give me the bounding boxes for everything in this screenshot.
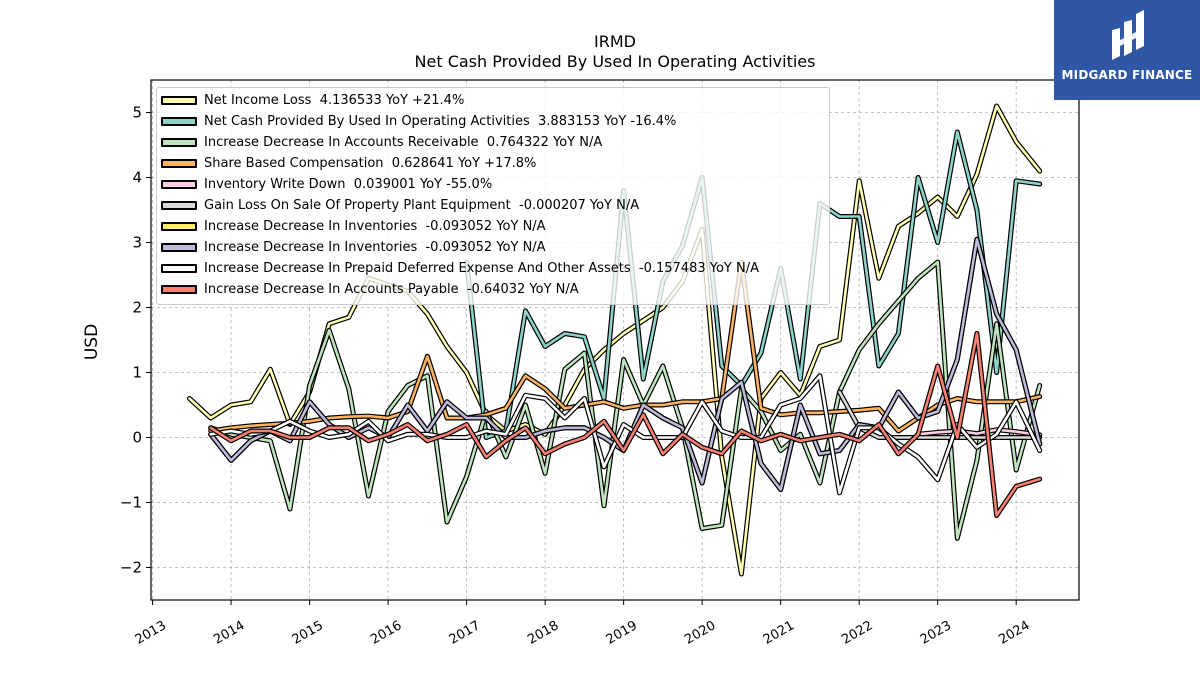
x-tick-label: 2019	[604, 618, 640, 648]
x-tick-label: 2016	[368, 618, 404, 648]
x-tick-label: 2021	[761, 618, 797, 648]
brand-logo: MIDGARD FINANCE	[1054, 0, 1200, 100]
legend-label: Increase Decrease In Accounts Payable -0…	[204, 281, 579, 297]
series-line	[464, 129, 1043, 440]
legend-label: Increase Decrease In Prepaid Deferred Ex…	[204, 260, 759, 276]
series-path	[209, 332, 1041, 517]
legend-swatch	[161, 284, 197, 294]
y-tick-label: 4	[132, 169, 142, 187]
logo-mark-icon	[1112, 10, 1144, 60]
x-tick-label: 2022	[839, 618, 875, 648]
legend: Net Income Loss 4.136533 YoY +21.4% Net …	[156, 87, 830, 305]
x-tick-label: 2015	[290, 618, 326, 648]
legend-item: Increase Decrease In Accounts Payable -0…	[161, 279, 579, 299]
series-path	[209, 260, 1041, 433]
x-tick-label: 2014	[211, 618, 247, 648]
series-path	[916, 428, 1041, 437]
y-tick-label: −1	[120, 494, 142, 512]
series-path	[838, 390, 1041, 439]
y-tick-label: 1	[132, 364, 142, 382]
series-path	[188, 104, 1041, 576]
axes-frame	[150, 79, 1080, 601]
x-tick-label: 2020	[682, 618, 718, 648]
legend-item: Increase Decrease In Inventories -0.0930…	[161, 237, 546, 257]
legend-swatch	[161, 263, 197, 273]
legend-item: Net Cash Provided By Used In Operating A…	[161, 111, 676, 131]
legend-item: Net Income Loss 4.136533 YoY +21.4%	[161, 90, 464, 110]
legend-item: Increase Decrease In Prepaid Deferred Ex…	[161, 258, 759, 278]
legend-swatch	[161, 221, 197, 231]
series-layer	[187, 103, 1043, 577]
x-tick-label: 2018	[525, 618, 561, 648]
legend-swatch	[161, 179, 197, 189]
series-line	[208, 373, 1043, 496]
y-tick-label: 5	[132, 104, 142, 122]
legend-label: Gain Loss On Sale Of Property Plant Equi…	[204, 197, 640, 213]
logo-text: MIDGARD FINANCE	[1061, 68, 1193, 82]
x-tick-label: 2013	[133, 618, 169, 648]
y-tick-label: 3	[132, 234, 142, 252]
legend-label: Increase Decrease In Inventories -0.0930…	[204, 218, 546, 234]
chart-title: IRMD	[594, 32, 636, 51]
y-tick-label: 0	[132, 429, 142, 447]
legend-label: Increase Decrease In Inventories -0.0930…	[204, 239, 546, 255]
series-line	[915, 427, 1043, 438]
series-path	[209, 260, 1041, 540]
y-axis: −2 −1 0 1 2 3 4 5	[120, 104, 151, 577]
series-line	[208, 259, 1043, 541]
legend-label: Net Income Loss 4.136533 YoY +21.4%	[204, 92, 465, 108]
series-path	[465, 130, 1041, 439]
legend-swatch	[161, 242, 197, 252]
legend-swatch	[161, 137, 197, 147]
series-line	[208, 331, 1043, 518]
legend-label: Net Cash Provided By Used In Operating A…	[204, 113, 677, 129]
legend-swatch	[161, 200, 197, 210]
legend-swatch	[161, 95, 197, 105]
series-line	[837, 389, 1043, 440]
series-line	[208, 259, 1043, 434]
chart-subtitle: Net Cash Provided By Used In Operating A…	[414, 52, 816, 71]
legend-label: Increase Decrease In Accounts Receivable…	[204, 134, 603, 150]
x-tick-label: 2017	[447, 618, 483, 648]
legend-item: Inventory Write Down 0.039001 YoY -55.0%	[161, 174, 492, 194]
y-tick-label: 2	[132, 299, 142, 317]
x-axis: 2013 2014 2015 2016 2017 2018 2019 2020 2021 2022…	[133, 600, 1033, 648]
legend-item: Increase Decrease In Accounts Receivable…	[161, 132, 602, 152]
legend-item: Share Based Compensation 0.628641 YoY +1…	[161, 153, 536, 173]
legend-label: Share Based Compensation 0.628641 YoY +1…	[204, 155, 537, 171]
series-line	[187, 103, 1043, 577]
x-tick-label: 2024	[996, 618, 1032, 648]
legend-item: Increase Decrease In Inventories -0.0930…	[161, 216, 546, 236]
legend-swatch	[161, 158, 197, 168]
x-tick-label: 2023	[918, 618, 954, 648]
series-path	[209, 374, 1041, 495]
legend-swatch	[161, 116, 197, 126]
legend-label: Inventory Write Down 0.039001 YoY -55.0%	[204, 176, 493, 192]
y-tick-label: −2	[120, 559, 142, 577]
legend-item: Gain Loss On Sale Of Property Plant Equi…	[161, 195, 639, 215]
y-axis-label: USD	[82, 324, 102, 360]
